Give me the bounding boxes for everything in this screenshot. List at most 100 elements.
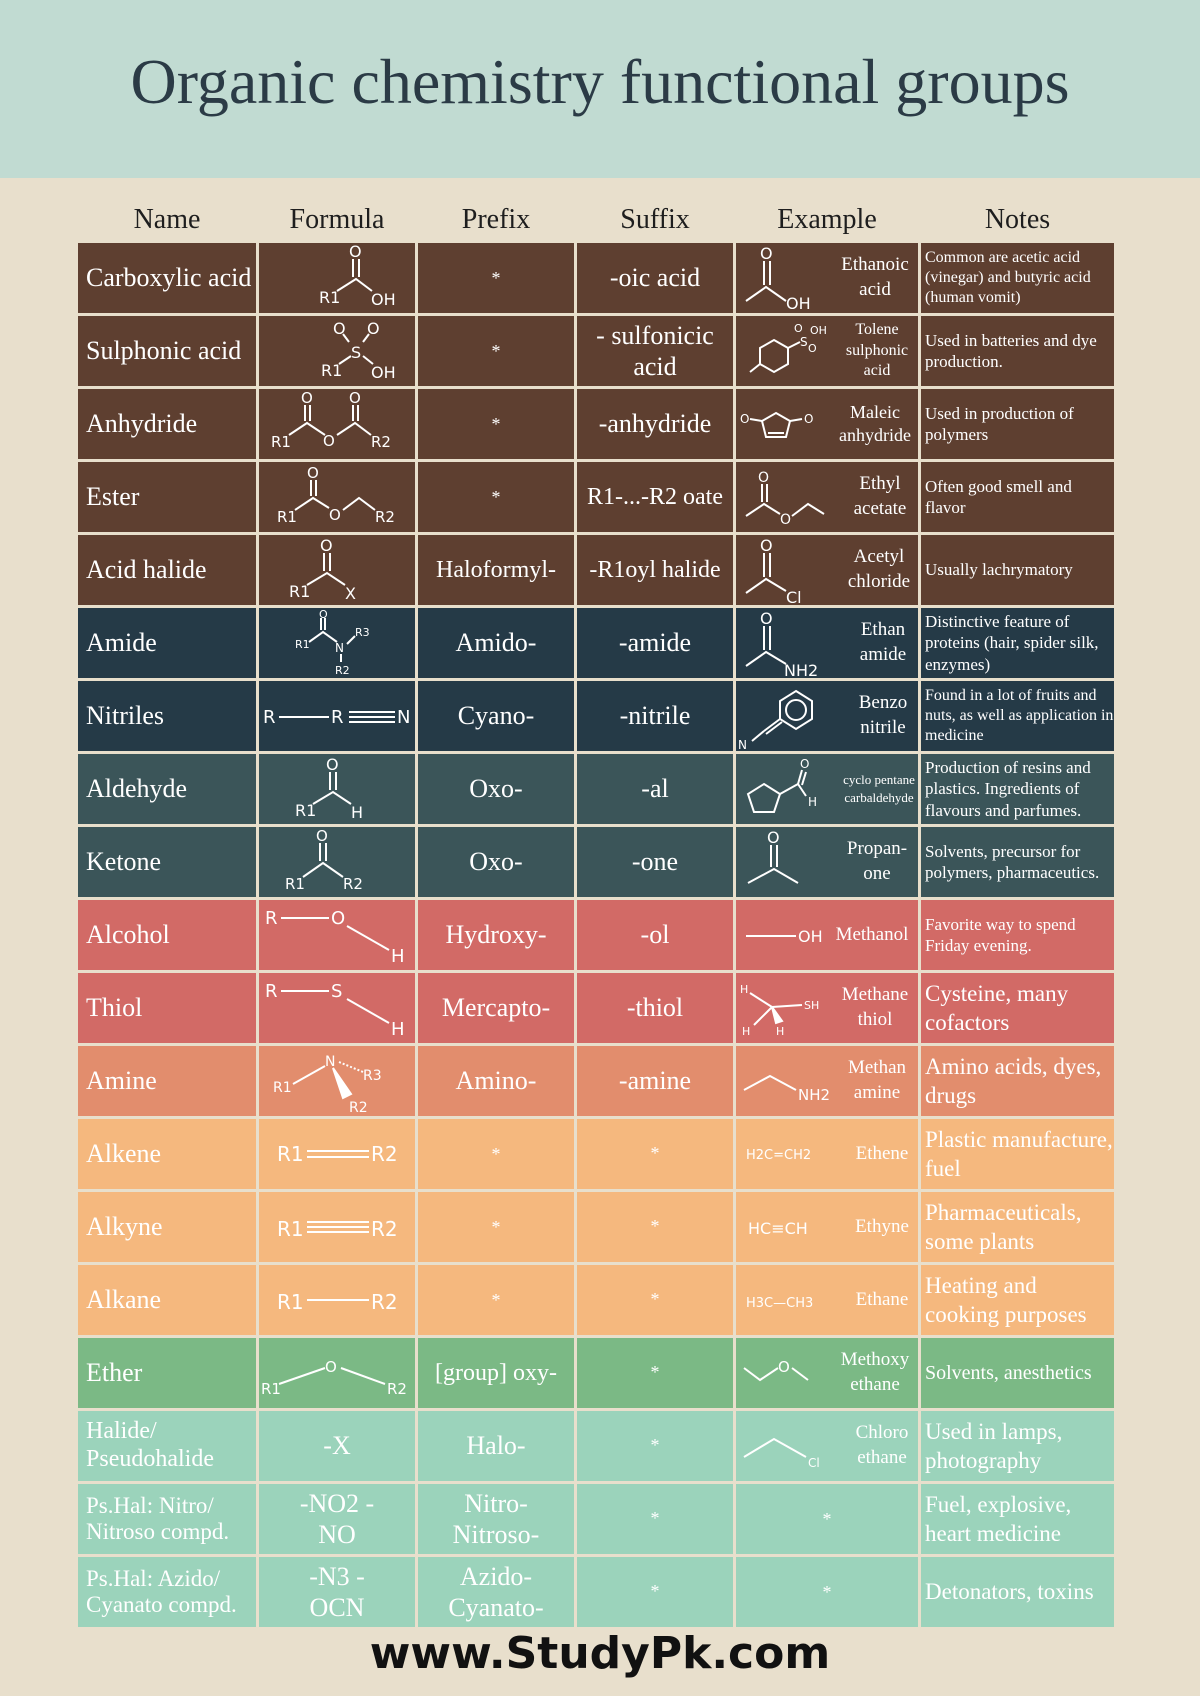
- suffix: *: [577, 1192, 733, 1262]
- group-name: Ketone: [78, 827, 256, 897]
- acid-halide-structure: R1 O X: [289, 536, 356, 603]
- formula-structure: -N3 -OCN: [259, 1557, 415, 1627]
- svg-text:OH: OH: [798, 927, 823, 946]
- column-header-notes: Notes: [984, 204, 1051, 235]
- group-name: Amide: [78, 608, 256, 678]
- thiol-structure: R S H: [265, 981, 405, 1040]
- acetyl-chloride-structure: O Cl: [745, 536, 802, 605]
- svg-text:R2: R2: [343, 875, 363, 893]
- notes: Usually lachrymatory: [921, 535, 1114, 605]
- svg-text:H2C=CH2: H2C=CH2: [746, 1148, 811, 1163]
- table-row: Thiol R S H Mercapto- -thiol H H H SH Me…: [78, 973, 1114, 1043]
- svg-text:Cl: Cl: [808, 1456, 820, 1470]
- prefix: Haloformyl-: [418, 535, 574, 605]
- suffix: -thiol: [577, 973, 733, 1043]
- group-name: Sulphonic acid: [78, 316, 256, 386]
- suffix: -oic acid: [577, 243, 733, 313]
- formula-structure: -X: [259, 1411, 415, 1481]
- svg-text:Cl: Cl: [786, 588, 802, 605]
- svg-text:O: O: [316, 827, 328, 845]
- prefix: *: [418, 316, 574, 386]
- methanamine-structure: NH2: [743, 1074, 830, 1104]
- methoxyethane-structure: O: [743, 1358, 809, 1382]
- notes: Heating and cooking purposes: [921, 1265, 1114, 1335]
- table-row: Nitriles R R N Cyano- -nitrile N Benzo n…: [78, 681, 1114, 751]
- formula-structure: R O H: [259, 900, 415, 970]
- svg-text:O: O: [323, 432, 335, 450]
- table-row: Alcohol R O H Hydroxy- -ol OH Methanol F…: [78, 900, 1114, 970]
- svg-text:O: O: [767, 828, 780, 847]
- ethane-structure: H3C—CH3: [746, 1296, 813, 1311]
- svg-text:H3C—CH3: H3C—CH3: [746, 1296, 813, 1311]
- example-name: Ethan amide: [859, 619, 907, 665]
- example: Cl Chloro ethane: [736, 1411, 918, 1481]
- column-header-name: Name: [133, 204, 201, 235]
- svg-text:R1: R1: [321, 361, 342, 380]
- suffix: -al: [577, 754, 733, 824]
- svg-text:R2: R2: [371, 433, 391, 451]
- column-header-example: Example: [777, 204, 877, 235]
- svg-text:H: H: [391, 946, 405, 967]
- footer-website[interactable]: www.StudyPk.com: [369, 1628, 831, 1679]
- notes: Used in production of polymers: [921, 389, 1114, 459]
- svg-text:R2: R2: [387, 1380, 407, 1398]
- group-name: Anhydride: [78, 389, 256, 459]
- svg-text:R1: R1: [295, 801, 316, 820]
- svg-text:O: O: [320, 536, 333, 555]
- alcohol-structure: R O H: [265, 908, 405, 967]
- table-row: Alkyne R1 R2 * * HC≡CH Ethyne Pharmaceut…: [78, 1192, 1114, 1262]
- prefix: *: [418, 462, 574, 532]
- page-title: Organic chemistry functional groups: [130, 46, 1070, 117]
- formula-structure: R1 O N R3 R2: [259, 608, 415, 678]
- notes: Often good smell and flavor: [921, 462, 1114, 532]
- example: O O Maleic anhydride: [736, 389, 918, 459]
- ether-structure: R1 O R2: [261, 1358, 407, 1398]
- notes: Amino acids, dyes, drugs: [921, 1046, 1114, 1116]
- example-name: Benzo nitrile: [858, 692, 908, 738]
- svg-text:H: H: [808, 795, 817, 809]
- svg-text:SH: SH: [804, 999, 819, 1012]
- formula-text: -X: [323, 1431, 351, 1461]
- suffix: *: [577, 1338, 733, 1408]
- group-name: Alkyne: [78, 1192, 256, 1262]
- table-row: Carboxylic acid R1 O OH * -oic acid O OH…: [78, 243, 1114, 313]
- suffix: -R1oyl halide: [577, 535, 733, 605]
- svg-text:O: O: [804, 412, 813, 426]
- example-name: cyclo pentane carbaldehyde: [843, 772, 915, 805]
- svg-text:OH: OH: [371, 290, 396, 309]
- svg-text:O: O: [758, 470, 769, 486]
- group-name: Ps.Hal: Nitro/ Nitroso compd.: [78, 1484, 256, 1554]
- group-name: Ps.Hal: Azido/ Cyanato compd.: [78, 1557, 256, 1627]
- svg-text:R2: R2: [375, 508, 395, 526]
- example-name: Ethanoic acid: [841, 254, 909, 300]
- benzonitrile-structure: N: [738, 689, 813, 751]
- svg-text:H: H: [776, 1025, 784, 1038]
- svg-text:OH: OH: [786, 294, 811, 313]
- prefix: Amino-: [418, 1046, 574, 1116]
- svg-text:R1: R1: [289, 582, 310, 601]
- prefix: Mercapto-: [418, 973, 574, 1043]
- suffix: -one: [577, 827, 733, 897]
- group-name: Halide/ Pseudohalide: [78, 1411, 256, 1481]
- formula-structure: R1 O O R2: [259, 462, 415, 532]
- example-name: Ethyne: [855, 1215, 909, 1237]
- ketone-structure: R1 O R2: [285, 827, 363, 893]
- formula-structure: R1 N R3 R2: [259, 1046, 415, 1116]
- suffix: *: [577, 1119, 733, 1189]
- propanone-structure: O: [747, 828, 799, 884]
- notes: Solvents, precursor for polymers, pharma…: [921, 827, 1114, 897]
- svg-text:N: N: [738, 738, 747, 751]
- svg-text:R1: R1: [277, 1142, 304, 1166]
- suffix: *: [577, 1557, 733, 1627]
- methanethiol-structure: H H H SH: [740, 983, 819, 1038]
- ethanoic-acid-structure: O OH: [745, 244, 811, 313]
- svg-text:N: N: [325, 1054, 335, 1070]
- suffix: -amide: [577, 608, 733, 678]
- svg-text:O: O: [307, 464, 319, 482]
- svg-text:NH2: NH2: [784, 661, 818, 678]
- svg-text:O: O: [367, 319, 380, 338]
- amine-structure: R1 N R3 R2: [273, 1054, 382, 1116]
- example-name: Methane thiol: [841, 984, 909, 1030]
- prefix: *: [418, 1192, 574, 1262]
- svg-text:X: X: [345, 584, 356, 603]
